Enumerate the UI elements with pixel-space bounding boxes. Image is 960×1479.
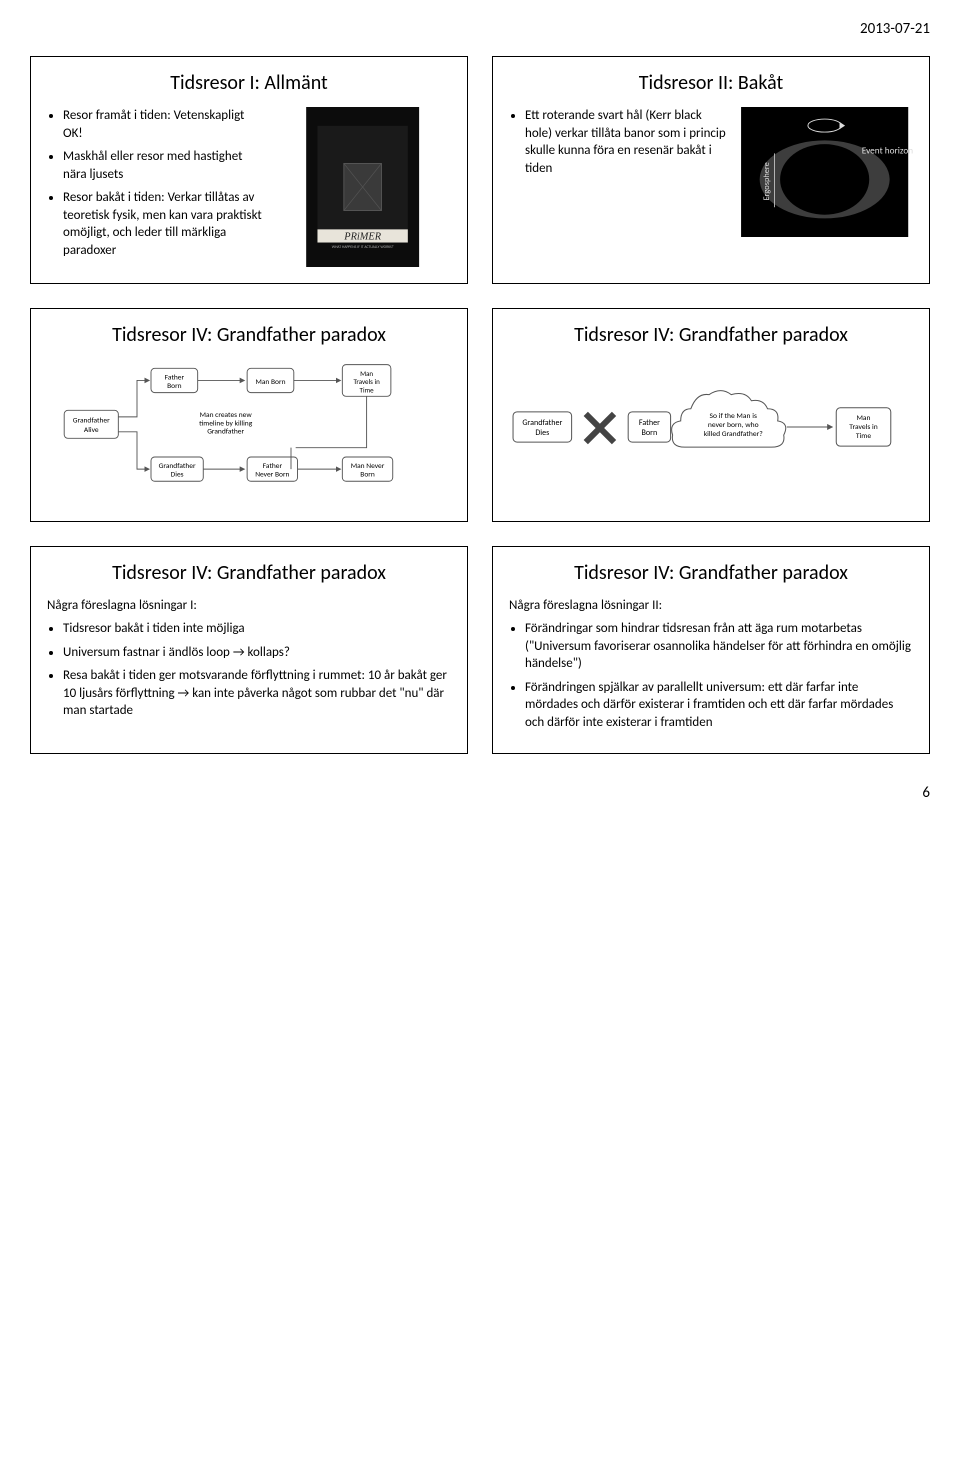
node-father-never: Father Never Born [247, 457, 297, 481]
slide-4-title: Tidsresor IV: Grandfather paradox [509, 323, 913, 347]
node-father-born: Father Born [151, 368, 198, 392]
svg-text:Time: Time [856, 432, 871, 441]
node-grandfather-dies: Grandfather Dies [151, 457, 203, 481]
bullet: Maskhål eller resor med hastighet nära l… [63, 148, 264, 183]
slide-3-title: Tidsresor IV: Grandfather paradox [47, 323, 451, 347]
node-man-travels: Man Travels in Time [836, 408, 891, 446]
bullet: Förändringen spjälkar av parallellt univ… [525, 679, 913, 732]
node-man-born: Man Born [247, 368, 294, 392]
node-cloud-question: So if the Man is never born, who killed … [672, 391, 786, 448]
slides-grid: Tidsresor I: Allmänt Resor framåt i tide… [30, 56, 930, 754]
slide-5: Tidsresor IV: Grandfather paradox Några … [30, 546, 468, 755]
slide-5-body: Några föreslagna lösningar I: Tidsresor … [47, 597, 451, 720]
node-father-born: Father Born [628, 412, 670, 442]
svg-text:Born: Born [642, 428, 658, 438]
svg-text:So if the Man is: So if the Man is [710, 412, 757, 421]
slide-1: Tidsresor I: Allmänt Resor framåt i tide… [30, 56, 468, 284]
node-man-never: Man Never Born [342, 457, 392, 481]
node-grandfather-alive: Grandfather Alive [64, 410, 118, 438]
svg-text:Never Born: Never Born [255, 471, 289, 480]
svg-text:never born, who: never born, who [708, 421, 759, 430]
slide-6-body: Några föreslagna lösningar II: Förändrin… [509, 597, 913, 732]
bullet: Resor bakåt i tiden: Verkar tillåtas av … [63, 189, 264, 259]
svg-text:Father: Father [639, 418, 660, 428]
svg-text:Grandfather: Grandfather [73, 416, 110, 425]
primer-poster: PRiMER WHAT HAPPENS IF IT ACTUALLY WORKS… [274, 107, 451, 267]
header-date: 2013-07-21 [30, 20, 930, 38]
bullet: Tidsresor bakåt i tiden inte möjliga [63, 620, 451, 638]
bullet: Universum fastnar i ändlös loop → kollap… [63, 644, 451, 662]
bullet: Resor framåt i tiden: Vetenskapligt OK! [63, 107, 264, 142]
svg-text:Man: Man [856, 414, 870, 423]
slide-2-body: Ett roterande svart hål (Kerr black hole… [509, 107, 913, 237]
slide-6-title: Tidsresor IV: Grandfather paradox [509, 561, 913, 585]
svg-text:WHAT HAPPENS IF IT ACTUALLY WO: WHAT HAPPENS IF IT ACTUALLY WORKS? [331, 245, 393, 250]
subtitle: Några föreslagna lösningar I: [47, 597, 451, 615]
bullet: Förändringar som hindrar tidsresan från … [525, 620, 913, 673]
svg-text:Grandfather: Grandfather [522, 418, 562, 428]
bullet: Ett roterande svart hål (Kerr black hole… [525, 107, 726, 177]
svg-text:Dies: Dies [171, 471, 184, 480]
svg-text:Travels in: Travels in [849, 423, 877, 432]
slide-3: Tidsresor IV: Grandfather paradox Grandf… [30, 308, 468, 522]
svg-text:Born: Born [167, 382, 182, 391]
slide-4-body: Grandfather Dies Father Born So if the M… [509, 359, 913, 485]
x-icon [586, 414, 614, 442]
svg-text:Man Born: Man Born [255, 378, 285, 387]
slide-6: Tidsresor IV: Grandfather paradox Några … [492, 546, 930, 755]
svg-text:Ergosphere: Ergosphere [762, 162, 772, 200]
node-grandfather-dies: Grandfather Dies [513, 412, 572, 442]
svg-text:Alive: Alive [84, 426, 99, 435]
subtitle: Några föreslagna lösningar II: [509, 597, 913, 615]
svg-text:killed Grandfather?: killed Grandfather? [704, 430, 764, 439]
svg-text:Grandfather: Grandfather [207, 428, 244, 437]
node-man-travels: Man Travels in Time [342, 365, 391, 397]
svg-text:Born: Born [360, 471, 375, 480]
node-creates-timeline: Man creates new timeline by killing Gran… [199, 411, 253, 437]
bullet: Resa bakåt i tiden ger motsvarande förfl… [63, 667, 451, 720]
svg-text:Event horizon: Event horizon [861, 145, 912, 156]
svg-text:Dies: Dies [535, 428, 549, 438]
slide-2-title: Tidsresor II: Bakåt [509, 71, 913, 95]
slide-4: Tidsresor IV: Grandfather paradox Grandf… [492, 308, 930, 522]
slide-3-body: Grandfather Alive Father Born Man Born M… [47, 359, 451, 505]
svg-text:Time: Time [360, 386, 375, 395]
slide-2: Tidsresor II: Bakåt Ett roterande svart … [492, 56, 930, 284]
slide-5-title: Tidsresor IV: Grandfather paradox [47, 561, 451, 585]
svg-text:PRiMER: PRiMER [343, 232, 381, 243]
grandfather-flowchart-2: Grandfather Dies Father Born So if the M… [509, 379, 913, 479]
grandfather-flowchart-1: Grandfather Alive Father Born Man Born M… [47, 359, 451, 499]
kerr-blackhole-diagram: Ergosphere Event horizon [736, 107, 913, 237]
slide-1-title: Tidsresor I: Allmänt [47, 71, 451, 95]
page-number: 6 [30, 784, 930, 802]
slide-1-body: Resor framåt i tiden: Vetenskapligt OK! … [47, 107, 451, 267]
